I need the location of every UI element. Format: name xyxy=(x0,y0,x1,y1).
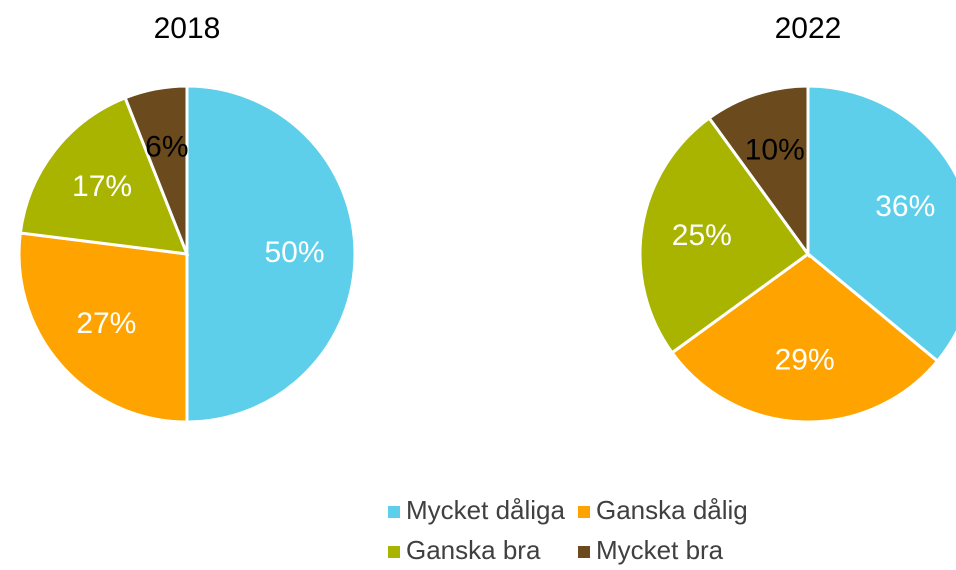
legend-swatch xyxy=(578,506,590,518)
data-label: 50% xyxy=(264,236,324,269)
legend-swatch xyxy=(388,546,400,558)
pie-slice xyxy=(638,115,811,355)
pie-slice xyxy=(707,84,810,259)
data-label: 36% xyxy=(875,190,935,223)
legend-label: Ganska bra xyxy=(406,535,541,565)
chart-title: 2022 xyxy=(775,12,842,45)
pie-slice xyxy=(123,84,189,255)
legend-swatch xyxy=(388,506,400,518)
pie-slice xyxy=(806,84,956,364)
data-label: 25% xyxy=(672,219,732,252)
legend-swatch xyxy=(578,546,590,558)
legend-label: Mycket bra xyxy=(596,535,724,565)
data-label: 6% xyxy=(145,130,188,163)
chart-title: 2018 xyxy=(154,12,221,45)
pie-slice xyxy=(18,95,190,256)
data-label: 29% xyxy=(775,343,835,376)
pie-slice xyxy=(669,252,940,424)
pie-slice xyxy=(185,84,357,424)
data-label: 27% xyxy=(76,307,136,340)
data-label: 10% xyxy=(745,134,805,167)
data-label: 17% xyxy=(72,170,132,203)
pie-slice xyxy=(17,231,189,424)
legend-label: Mycket dåliga xyxy=(406,495,565,525)
legend-label: Ganska dålig xyxy=(596,495,748,525)
